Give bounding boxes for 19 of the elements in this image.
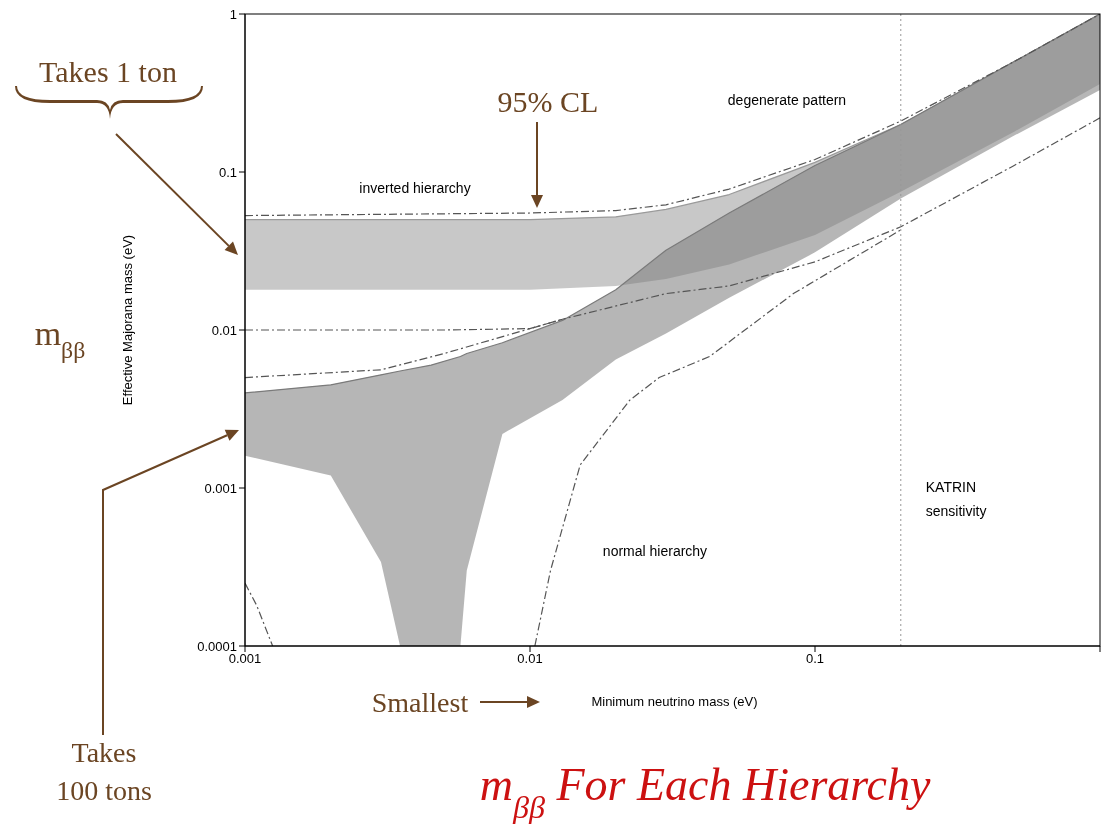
y-tick-label: 1 (229, 6, 237, 22)
x-tick-label: 0.1 (805, 651, 825, 667)
text: Takes 100 tons (56, 737, 152, 806)
x-tick-label: 0.01 (517, 651, 543, 667)
y-axis-title: Effective Majorana mass (eV) (120, 234, 135, 406)
text: Smallest (371, 687, 469, 718)
x-tick-label: 0.001 (228, 651, 262, 667)
annotation: inverted hierarchy (359, 180, 471, 196)
ref-line-label: KATRIN sensitivity (925, 479, 987, 519)
x-axis-title: Minimum neutrino mass (eV) (591, 694, 758, 709)
y-tick-label: 0.1 (218, 164, 237, 180)
y-tick-label: 0.0001 (197, 638, 237, 654)
text: Takes 1 ton (39, 55, 177, 88)
text: m$_{ββ}$ (34, 315, 86, 363)
annotation: 95% CL (497, 85, 599, 118)
annotation: normal hierarchy (602, 543, 708, 559)
annotation: degenerate pattern (727, 92, 847, 108)
y-tick-label: 0.001 (204, 480, 237, 496)
y-tick-label: 0.01 (211, 322, 237, 338)
